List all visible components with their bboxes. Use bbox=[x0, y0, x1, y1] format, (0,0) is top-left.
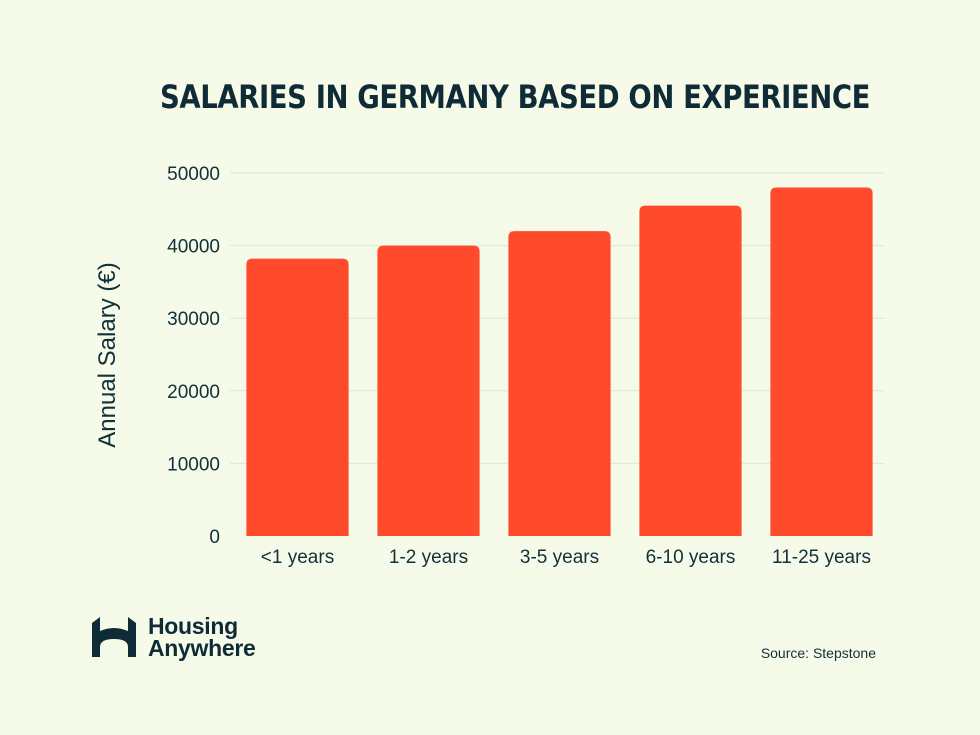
x-tick-label: 1-2 years bbox=[389, 547, 468, 568]
logo-line-2: Anywhere bbox=[148, 635, 256, 661]
y-tick-label: 10000 bbox=[167, 454, 220, 475]
housing-anywhere-logo: Housing Anywhere bbox=[92, 613, 256, 661]
bar bbox=[246, 258, 349, 536]
y-tick-label: 30000 bbox=[167, 309, 220, 330]
bar-chart: 0 10000 20000 30000 40000 50000 <1 years 1-2 y… bbox=[94, 164, 885, 568]
bar bbox=[770, 187, 873, 536]
x-tick-label: 11-25 years bbox=[772, 547, 871, 568]
y-tick-label: 40000 bbox=[167, 237, 220, 258]
x-tick-label: 3-5 years bbox=[520, 547, 599, 568]
y-tick-label: 0 bbox=[209, 527, 220, 548]
y-axis-ticks: 0 10000 20000 30000 40000 50000 bbox=[167, 164, 220, 548]
logo-wordmark: Housing Anywhere bbox=[148, 613, 256, 661]
x-tick-label: 6-10 years bbox=[646, 547, 736, 568]
y-tick-label: 20000 bbox=[167, 382, 220, 403]
bar bbox=[377, 245, 480, 536]
bars bbox=[246, 187, 873, 537]
source-note: Source: Stepstone bbox=[760, 645, 876, 661]
x-tick-label: <1 years bbox=[261, 547, 334, 568]
y-axis-title: Annual Salary (€) bbox=[94, 262, 121, 447]
logo-line-1: Housing bbox=[148, 613, 238, 639]
housing-anywhere-logo-icon bbox=[92, 617, 136, 657]
bar bbox=[508, 231, 611, 536]
x-axis-ticks: <1 years 1-2 years 3-5 years 6-10 years 11-2… bbox=[261, 547, 871, 568]
bar bbox=[639, 205, 742, 537]
chart-title: SALARIES IN GERMANY BASED ON EXPERIENCE bbox=[159, 78, 871, 116]
y-tick-label: 50000 bbox=[167, 164, 220, 185]
